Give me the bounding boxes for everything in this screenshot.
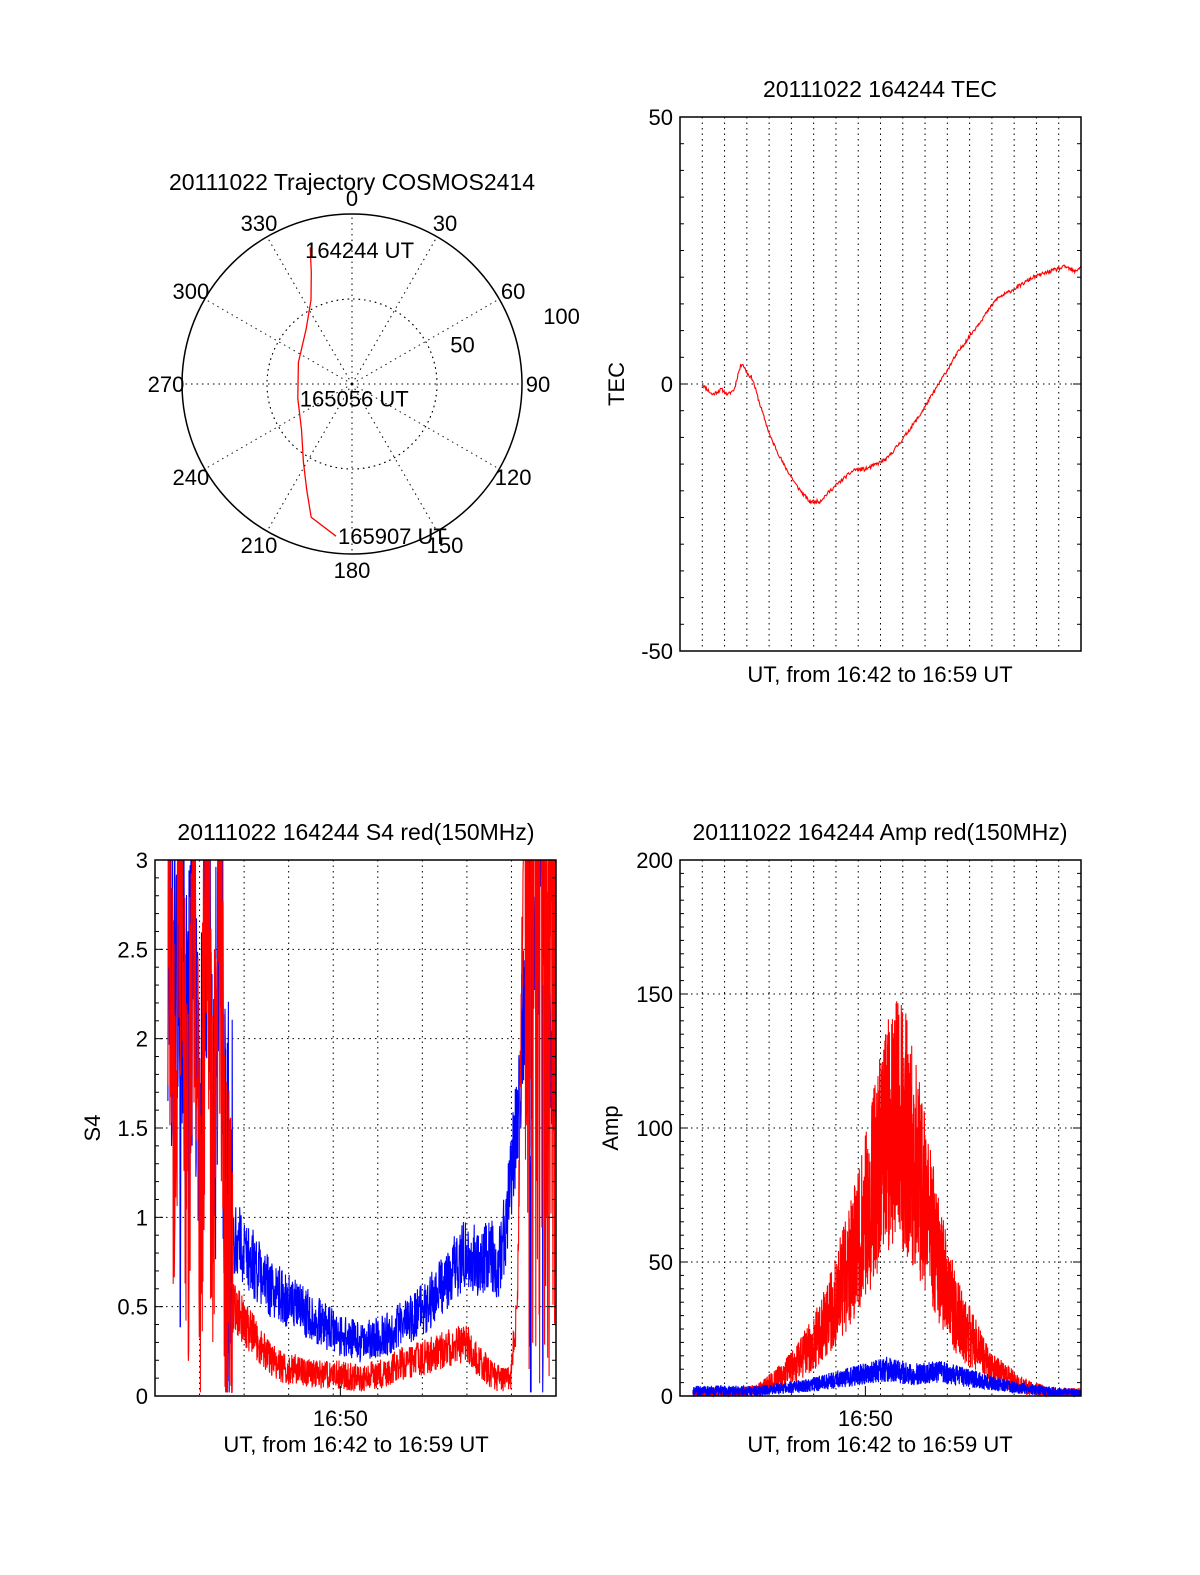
polar-spoke-30 xyxy=(351,236,438,385)
polar-radial-label: 50 xyxy=(450,332,474,357)
y-tick-label: 0 xyxy=(661,1384,673,1409)
amp-x-axis-label: UT, from 16:42 to 16:59 UT xyxy=(747,1432,1012,1457)
s4-x-tick-labels: 16:50 xyxy=(313,1386,368,1431)
amp-grid xyxy=(680,860,1081,1396)
y-tick-label: 0 xyxy=(661,372,673,397)
tec-y-tick-labels: -50 0 50 xyxy=(641,105,1081,664)
polar-ring-mid xyxy=(266,298,438,470)
polar-spoke-330 xyxy=(266,236,353,385)
y-tick-label: 1.5 xyxy=(117,1116,148,1141)
s4-y-tick-labels: 0 0.5 1 1.5 2 2.5 3 xyxy=(117,848,556,1409)
polar-angle-label: 90 xyxy=(526,372,550,397)
polar-angle-label: 300 xyxy=(173,279,210,304)
polar-spoke-150 xyxy=(351,383,438,532)
y-tick-label: 150 xyxy=(636,982,673,1007)
polar-series xyxy=(297,247,337,537)
polar-time-annotation: 164244 UT xyxy=(305,238,414,263)
polar-trajectory-line xyxy=(297,247,337,537)
polar-angle-label: 60 xyxy=(501,279,525,304)
y-tick-label: -50 xyxy=(641,639,673,664)
amp-title: 20111022 164244 Amp red(150MHz) xyxy=(692,819,1067,845)
polar-angle-labels: 0 30 60 90 120 150 180 210 240 270 300 330 xyxy=(148,186,551,583)
amp-panel: 20111022 164244 Amp red(150MHz) 0 50 100 15… xyxy=(598,819,1082,1457)
polar-angle-label: 30 xyxy=(433,211,457,236)
y-tick-label: 200 xyxy=(636,848,673,873)
y-tick-label: 1 xyxy=(136,1205,148,1230)
amp-series-line xyxy=(692,1356,1082,1398)
polar-angle-label: 240 xyxy=(173,465,210,490)
s4-panel: 20111022 164244 S4 red(150MHz) 0 0.5 1 1.5 2… xyxy=(80,819,557,1457)
polar-angle-label: 330 xyxy=(241,211,278,236)
tec-title: 20111022 164244 TEC xyxy=(763,76,997,102)
amp-y-tick-labels: 0 50 100 150 200 xyxy=(636,848,1081,1409)
polar-outer-circle xyxy=(181,213,523,555)
polar-time-annotation: 165907 UT xyxy=(338,524,447,549)
amp-series-line xyxy=(692,1001,1082,1399)
polar-spoke-240 xyxy=(204,383,353,470)
polar-spoke-120 xyxy=(351,383,500,470)
tec-plot-frame xyxy=(679,116,1082,652)
y-tick-label: 0 xyxy=(136,1384,148,1409)
polar-spoke-210 xyxy=(266,383,353,532)
y-tick-label: 2.5 xyxy=(117,937,148,962)
polar-title: 20111022 Trajectory COSMOS2414 xyxy=(169,169,535,195)
x-tick-label: 16:50 xyxy=(313,1406,368,1431)
polar-annotations: 164244 UT 165056 UT 165907 UT xyxy=(300,238,447,549)
polar-angle-label: 150 xyxy=(427,533,464,558)
s4-series-line xyxy=(167,859,557,1393)
polar-spoke-60 xyxy=(351,298,500,385)
x-tick-label: 16:50 xyxy=(838,1406,893,1431)
tec-grid xyxy=(680,117,1081,651)
tec-y-axis-label: TEC xyxy=(604,362,629,406)
s4-x-axis-label: UT, from 16:42 to 16:59 UT xyxy=(223,1432,488,1457)
y-tick-label: 50 xyxy=(649,1250,673,1275)
s4-title: 20111022 164244 S4 red(150MHz) xyxy=(177,819,534,845)
tec-x-axis-label: UT, from 16:42 to 16:59 UT xyxy=(747,662,1012,687)
y-tick-label: 3 xyxy=(136,848,148,873)
amp-y-axis-label: Amp xyxy=(598,1105,623,1150)
amp-x-tick-labels: 16:50 xyxy=(838,1386,893,1431)
y-tick-label: 0.5 xyxy=(117,1295,148,1320)
tec-series xyxy=(701,264,1082,505)
tec-series-line xyxy=(701,264,1082,505)
polar-grid xyxy=(182,214,522,554)
polar-radial-labels: 50 100 xyxy=(450,304,580,357)
y-tick-label: 2 xyxy=(136,1027,148,1052)
polar-angle-label: 180 xyxy=(334,558,371,583)
amp-series xyxy=(692,1001,1082,1399)
y-tick-label: 100 xyxy=(636,1116,673,1141)
y-tick-label: 50 xyxy=(649,105,673,130)
s4-y-axis-label: S4 xyxy=(80,1115,105,1142)
polar-angle-label: 210 xyxy=(241,533,278,558)
tec-panel: 20111022 164244 TEC -50 0 50 UT, from 16:4… xyxy=(604,76,1082,687)
polar-radial-label: 100 xyxy=(543,304,580,329)
s4-series xyxy=(167,859,557,1393)
polar-angle-label: 270 xyxy=(148,372,185,397)
polar-trajectory-panel: 20111022 Trajectory COSMOS2414 0 30 60 90 12… xyxy=(148,169,580,583)
polar-angle-label: 120 xyxy=(495,465,532,490)
polar-angle-label: 0 xyxy=(346,186,358,211)
polar-spoke-300 xyxy=(204,298,353,385)
polar-time-annotation: 165056 UT xyxy=(300,387,409,412)
